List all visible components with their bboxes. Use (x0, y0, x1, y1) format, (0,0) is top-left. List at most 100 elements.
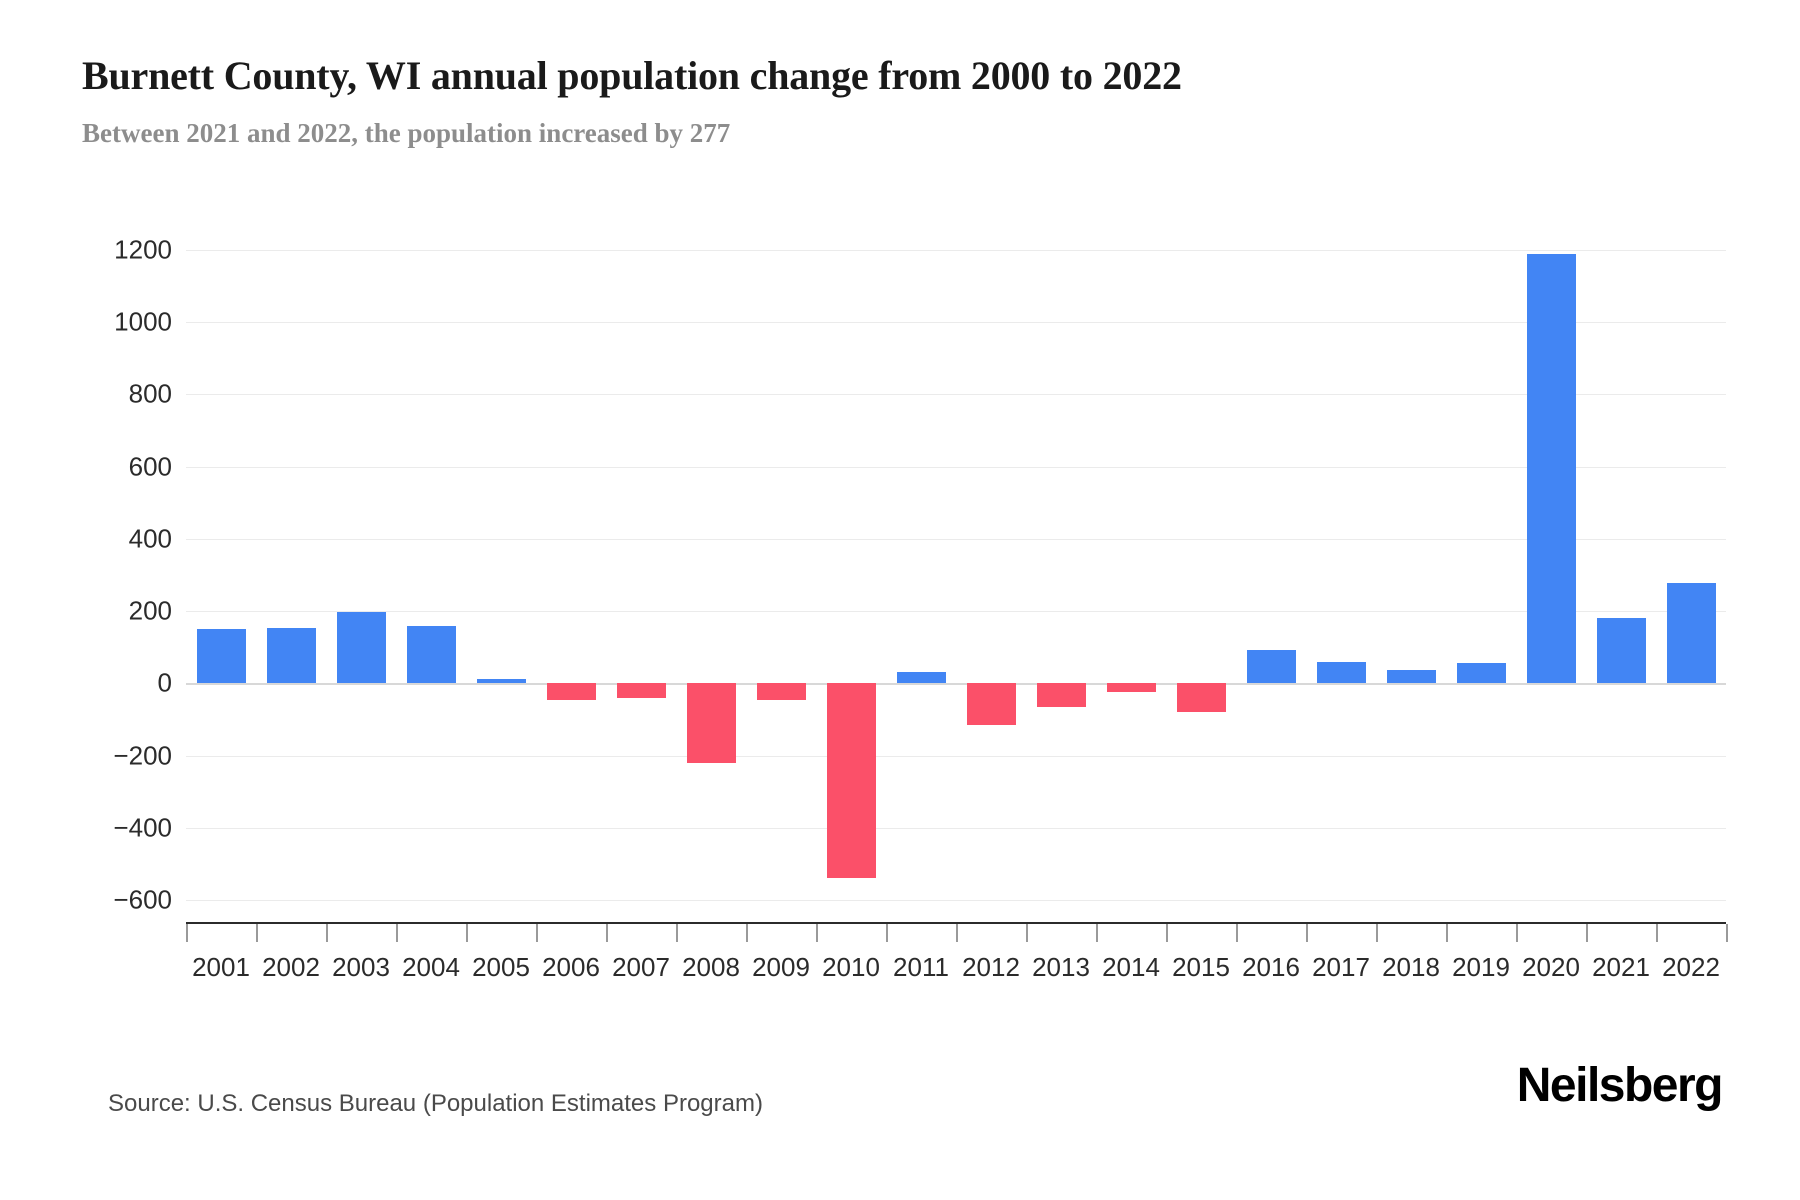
gridline (186, 900, 1726, 901)
bar-2010[interactable] (826, 683, 876, 879)
bar-2012[interactable] (966, 683, 1016, 725)
gridline (186, 611, 1726, 613)
x-axis-tick-mark (886, 924, 888, 942)
bar-2015[interactable] (1176, 683, 1226, 713)
zero-line (186, 683, 1726, 686)
y-axis: 1200 1000 800 600 400 200 0 −200 −400 −600 (92, 235, 172, 915)
x-axis-tick-mark (956, 924, 958, 942)
x-axis-tick-mark (676, 924, 678, 942)
x-axis-label-2020: 2020 (1522, 952, 1580, 982)
x-axis-tick-mark (1726, 924, 1728, 942)
bar-2014[interactable] (1106, 683, 1156, 693)
y-axis-tick-label: −600 (113, 884, 172, 915)
x-axis-label-2013: 2013 (1032, 952, 1090, 982)
x-axis-tick-mark (326, 924, 328, 942)
x-axis-label-2008: 2008 (682, 952, 740, 982)
gridline (186, 322, 1726, 324)
gridline (186, 250, 1726, 251)
y-axis-tick-label: 800 (128, 378, 172, 409)
gridline (186, 538, 1726, 540)
x-axis-label-2017: 2017 (1312, 952, 1370, 982)
x-axis-tick-mark (816, 924, 818, 942)
bar-2022[interactable] (1666, 583, 1716, 684)
bar-2002[interactable] (266, 628, 316, 684)
x-axis-label-2009: 2009 (752, 952, 810, 982)
x-axis-tick-mark (466, 924, 468, 942)
y-axis-tick-label: 1200 (114, 234, 172, 265)
x-axis-label-2021: 2021 (1592, 952, 1650, 982)
x-axis-tick-mark (1026, 924, 1028, 942)
x-axis-label-2016: 2016 (1242, 952, 1300, 982)
y-axis-tick-label: 200 (128, 595, 172, 626)
bar-2011[interactable] (896, 671, 946, 684)
page-title: Burnett County, WI annual population cha… (82, 53, 1182, 98)
bar-2017[interactable] (1316, 661, 1366, 684)
x-axis-tick-mark (1376, 924, 1378, 942)
source-note: Source: U.S. Census Bureau (Population E… (108, 1090, 763, 1117)
bar-2001[interactable] (196, 629, 246, 684)
bar-2019[interactable] (1456, 663, 1506, 684)
x-axis-tick-mark (1656, 924, 1658, 942)
bar-series (186, 250, 1726, 900)
x-axis-label-2007: 2007 (612, 952, 670, 982)
bar-2006[interactable] (546, 683, 596, 700)
x-axis-label-2010: 2010 (822, 952, 880, 982)
bar-2016[interactable] (1246, 649, 1296, 684)
x-axis-label-2014: 2014 (1102, 952, 1160, 982)
x-axis-tick-mark (1516, 924, 1518, 942)
x-axis-tick-mark (536, 924, 538, 942)
x-axis-tick-mark (186, 924, 188, 942)
x-axis-tick-mark (1096, 924, 1098, 942)
x-axis-label-2019: 2019 (1452, 952, 1510, 982)
x-axis-label-2022: 2022 (1662, 952, 1720, 982)
chart-header: Burnett County, WI annual population cha… (82, 50, 1722, 152)
plot-area: 1200 1000 800 600 400 200 0 −200 −400 −600 2001 20… (0, 235, 1800, 982)
y-axis-tick-label: 0 (157, 667, 172, 698)
x-axis-ticks (186, 924, 1728, 946)
y-axis-tick-label: −200 (113, 740, 172, 771)
x-axis-label-2005: 2005 (472, 952, 530, 982)
gridlines (186, 250, 1726, 901)
x-axis-label-2003: 2003 (332, 952, 390, 982)
x-axis-label-2011: 2011 (893, 952, 949, 982)
bar-2005[interactable] (476, 678, 526, 684)
x-axis-tick-mark (1586, 924, 1588, 942)
y-axis-tick-label: −400 (113, 812, 172, 843)
x-axis-label-2001: 2001 (192, 952, 250, 982)
x-axis-tick-mark (1236, 924, 1238, 942)
x-axis-tick-mark (1446, 924, 1448, 942)
y-axis-tick-label: 600 (128, 451, 172, 482)
bar-2018[interactable] (1386, 669, 1436, 684)
bar-2020[interactable] (1526, 253, 1576, 684)
x-axis-label-2012: 2012 (962, 952, 1020, 982)
bar-2009[interactable] (756, 683, 806, 700)
bar-2013[interactable] (1036, 683, 1086, 707)
y-axis-tick-label: 400 (128, 523, 172, 554)
chart-subtitle: Between 2021 and 2022, the population in… (82, 118, 731, 148)
x-axis-tick-mark (746, 924, 748, 942)
x-axis-tick-mark (1166, 924, 1168, 942)
x-axis-label-2002: 2002 (262, 952, 320, 982)
x-axis-label-2015: 2015 (1172, 952, 1230, 982)
x-axis-tick-mark (256, 924, 258, 942)
x-axis-line (186, 922, 1726, 924)
bar-2008[interactable] (686, 683, 736, 764)
x-axis-tick-mark (1306, 924, 1308, 942)
gridline (186, 466, 1726, 468)
x-axis-tick-mark (396, 924, 398, 942)
x-axis-label-2018: 2018 (1382, 952, 1440, 982)
gridline (186, 755, 1726, 757)
gridline (186, 827, 1726, 829)
bar-2004[interactable] (406, 626, 456, 684)
bar-2003[interactable] (336, 611, 386, 684)
y-axis-tick-label: 1000 (114, 306, 172, 337)
x-axis-labels: 2001 2002 2003 2004 2005 2006 2007 2008 2009 2010… (186, 952, 1726, 992)
bar-2021[interactable] (1596, 618, 1646, 684)
gridline (186, 394, 1726, 396)
x-axis-tick-mark (606, 924, 608, 942)
x-axis-label-2004: 2004 (402, 952, 460, 982)
brand-logo: Neilsberg (1516, 1059, 1724, 1112)
bar-2007[interactable] (616, 683, 666, 699)
x-axis-label-2006: 2006 (542, 952, 600, 982)
